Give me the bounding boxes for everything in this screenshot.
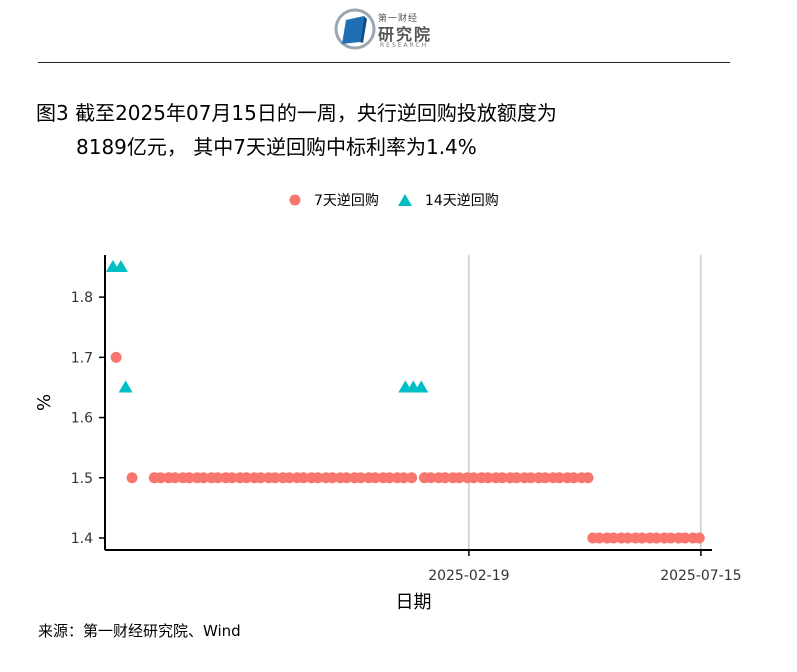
x-tick-label: 2025-07-15 bbox=[660, 568, 741, 584]
logo-top-text: 第一财经 bbox=[378, 14, 419, 24]
logo-sub-text: RESEARCH bbox=[380, 42, 429, 49]
legend-label-7d: 7天逆回购 bbox=[314, 193, 379, 209]
figure-title-line1: 图3 截至2025年07月15日的一周，央行逆回购投放额度为 bbox=[36, 101, 557, 125]
point-7d bbox=[155, 472, 167, 484]
y-tick-label: 1.5 bbox=[71, 471, 93, 487]
point-7d bbox=[326, 472, 338, 484]
point-14d bbox=[113, 260, 128, 273]
legend-item-14d: 14天逆回购 bbox=[397, 190, 499, 210]
point-7d bbox=[679, 532, 691, 544]
point-7d bbox=[355, 472, 367, 484]
point-7d bbox=[582, 472, 594, 484]
point-7d bbox=[468, 472, 480, 484]
grid-layer bbox=[468, 255, 702, 550]
point-7d bbox=[406, 472, 418, 484]
point-7d bbox=[553, 472, 565, 484]
y-tick-label: 1.8 bbox=[71, 290, 93, 306]
point-7d bbox=[226, 472, 238, 484]
point-7d bbox=[665, 532, 677, 544]
point-7d bbox=[568, 472, 580, 484]
point-7d bbox=[636, 532, 648, 544]
legend-triangle-icon bbox=[397, 194, 412, 206]
point-7d bbox=[650, 532, 662, 544]
point-7d bbox=[369, 472, 381, 484]
point-7d bbox=[183, 472, 195, 484]
point-7d bbox=[525, 472, 537, 484]
point-7d bbox=[439, 472, 451, 484]
chart-legend: 7天逆回购 14天逆回购 bbox=[288, 190, 517, 210]
point-14d bbox=[414, 380, 429, 393]
point-7d bbox=[383, 472, 395, 484]
point-7d bbox=[693, 532, 705, 544]
point-7d bbox=[269, 472, 281, 484]
logo-main-text: 研究院 bbox=[378, 25, 433, 44]
point-7d bbox=[425, 472, 437, 484]
point-7d bbox=[593, 532, 605, 544]
legend-label-14d: 14天逆回购 bbox=[424, 193, 499, 209]
y-tick-label: 1.6 bbox=[71, 411, 93, 427]
y-tick-label: 1.7 bbox=[71, 350, 93, 366]
x-axis-label: 日期 bbox=[396, 592, 432, 613]
point-7d bbox=[126, 472, 138, 484]
y-tick-label: 1.4 bbox=[71, 531, 93, 547]
point-7d bbox=[198, 472, 210, 484]
legend-circle-icon bbox=[289, 194, 301, 206]
legend-item-7d: 7天逆回购 bbox=[288, 190, 379, 210]
point-7d bbox=[283, 472, 295, 484]
point-7d bbox=[110, 351, 122, 363]
point-7d bbox=[482, 472, 494, 484]
figure-title: 图3 截至2025年07月15日的一周，央行逆回购投放额度为 8189亿元， 其… bbox=[36, 96, 736, 164]
points-layer bbox=[105, 260, 705, 544]
point-7d bbox=[511, 472, 523, 484]
header-divider bbox=[38, 62, 730, 63]
point-7d bbox=[169, 472, 181, 484]
axis-layer: 2025-02-19 2025-07-15 1.4 1.5 1.6 1.7 1.8 bbox=[71, 255, 742, 584]
point-7d bbox=[607, 532, 619, 544]
point-7d bbox=[312, 472, 324, 484]
point-7d bbox=[298, 472, 310, 484]
point-14d bbox=[118, 380, 133, 393]
source-note: 来源：第一财经研究院、Wind bbox=[38, 622, 241, 640]
point-7d bbox=[453, 472, 465, 484]
x-tick-label: 2025-02-19 bbox=[428, 568, 509, 584]
point-7d bbox=[240, 472, 252, 484]
point-7d bbox=[496, 472, 508, 484]
figure-title-line2: 8189亿元， 其中7天逆回购中标利率为1.4% bbox=[76, 135, 477, 159]
point-7d bbox=[341, 472, 353, 484]
book-logo-icon bbox=[334, 8, 376, 50]
y-axis-label: % bbox=[34, 394, 55, 411]
point-7d bbox=[398, 472, 410, 484]
point-7d bbox=[622, 532, 634, 544]
point-7d bbox=[255, 472, 267, 484]
point-7d bbox=[539, 472, 551, 484]
logo: 第一财经 研究院 RESEARCH bbox=[334, 8, 444, 52]
point-7d bbox=[212, 472, 224, 484]
